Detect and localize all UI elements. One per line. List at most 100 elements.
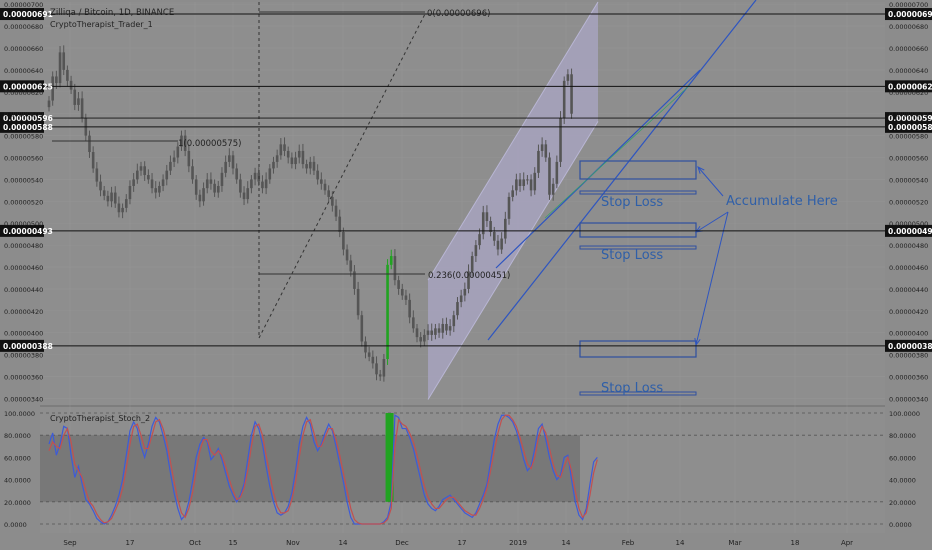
candle-body	[62, 52, 66, 70]
candle-body	[191, 166, 194, 180]
candle-body	[544, 144, 548, 158]
candle-body	[209, 179, 213, 184]
price-tick-right: 0.00000420	[889, 308, 928, 316]
candle-body	[80, 98, 84, 119]
candle-body	[463, 288, 467, 296]
symbol-title: Zilliqa / Bitcoin, 1D, BINANCE	[50, 8, 174, 18]
price-tick-left: 0.00000500	[4, 220, 43, 228]
level-label-right: 0.00000625	[888, 82, 932, 91]
level-badge-left	[0, 80, 44, 93]
channel-upper-line	[427, 1, 599, 281]
arrow-line	[695, 211, 729, 346]
price-tick-right: 0.00000540	[889, 176, 928, 184]
stochastic-panel	[40, 412, 885, 525]
level-badge-right	[885, 224, 932, 237]
time-tick: Feb	[622, 539, 635, 547]
candle-body	[213, 183, 216, 193]
candle-body	[58, 52, 62, 84]
price-tick-left: 0.00000520	[4, 198, 43, 206]
price-tick-right: 0.00000560	[889, 155, 928, 163]
candle-body	[456, 302, 459, 316]
candle-body	[423, 334, 426, 342]
candle-body	[202, 188, 205, 202]
stoch-d-line	[48, 414, 598, 525]
candle-body	[165, 170, 169, 180]
channel-lower-line	[427, 121, 599, 400]
price-tick-left: 0.00000640	[4, 67, 43, 75]
price-tick-right: 0.00000660	[889, 45, 928, 53]
candle-body	[360, 315, 364, 342]
price-tick-right: 0.00000460	[889, 264, 928, 272]
accumulation-zone-box[interactable]	[579, 340, 697, 358]
candle-body	[367, 352, 371, 357]
level-badge-left	[0, 8, 44, 21]
candle-body	[338, 216, 342, 232]
level-badge-right	[885, 8, 932, 21]
candle-body	[250, 179, 253, 189]
candle-body	[143, 166, 146, 176]
candle-body	[526, 179, 529, 181]
candle-body	[470, 256, 474, 272]
stoch-tick-right: 100.0000	[889, 410, 920, 418]
candle-body	[522, 179, 526, 186]
price-tick-left: 0.00000700	[4, 1, 43, 9]
candle-body	[533, 172, 537, 191]
candle-body	[239, 179, 242, 193]
price-tick-left: 0.00000360	[4, 374, 43, 382]
candle-body	[261, 181, 264, 189]
price-tick-right: 0.00000480	[889, 242, 928, 250]
price-tick-right: 0.00000580	[889, 133, 928, 141]
fib-label-0236: 0.236(0.00000451)	[428, 271, 510, 281]
price-tick-left: 0.00000440	[4, 286, 43, 294]
candle-body	[327, 190, 330, 197]
level-badge-right	[885, 339, 932, 352]
stop-loss-line[interactable]	[579, 190, 697, 195]
arrow-line	[695, 211, 729, 233]
indicator-label-stoch[interactable]: CryptoTherapist_Stoch_2	[50, 414, 150, 423]
candle-body	[136, 170, 139, 180]
candle-body	[386, 264, 389, 360]
candle-body	[404, 295, 408, 300]
candle-body	[353, 271, 356, 289]
arrow-head	[697, 166, 705, 174]
candle-body	[426, 330, 430, 335]
candle-body	[194, 179, 198, 195]
candle-body	[73, 89, 77, 105]
time-tick: Nov	[286, 539, 300, 547]
level-label-right: 0.00000388	[888, 342, 932, 351]
candle-body	[408, 299, 411, 318]
time-tick: Sep	[63, 539, 77, 547]
candle-body	[279, 144, 283, 156]
candle-body	[397, 280, 400, 289]
stop-loss-label-3: Stop Loss	[601, 381, 663, 396]
stoch-tick-left: 40.0000	[4, 477, 31, 485]
candle-body	[158, 185, 161, 193]
stop-loss-label-2: Stop Loss	[601, 248, 663, 263]
time-tick: 18	[791, 539, 800, 547]
candle-body	[117, 203, 121, 213]
candle-body	[518, 179, 522, 186]
level-label-left: 0.00000388	[3, 342, 53, 351]
candle-body	[555, 161, 559, 184]
accumulation-zone-box[interactable]	[579, 222, 697, 238]
indicator-label-trader[interactable]: CryptoTherapist_Trader_1	[50, 20, 153, 29]
stop-loss-line[interactable]	[579, 391, 697, 396]
candle-body	[452, 315, 456, 327]
level-label-right: 0.00000588	[888, 123, 932, 132]
level-label-left: 0.00000625	[3, 82, 53, 91]
candle-body	[99, 181, 102, 191]
candle-body	[275, 155, 279, 162]
price-tick-left: 0.00000600	[4, 111, 43, 119]
candle-body	[371, 356, 375, 364]
price-tick-left: 0.00000380	[4, 352, 43, 360]
accumulation-zone-box[interactable]	[579, 160, 697, 180]
candle-body	[412, 317, 415, 329]
candle-body	[434, 328, 437, 335]
stoch-tick-right: 80.0000	[889, 432, 916, 440]
candle-body	[562, 80, 566, 119]
time-tick: Apr	[841, 539, 853, 547]
candle-body	[77, 98, 80, 105]
candle-body	[478, 234, 481, 246]
stop-loss-line[interactable]	[579, 245, 697, 250]
